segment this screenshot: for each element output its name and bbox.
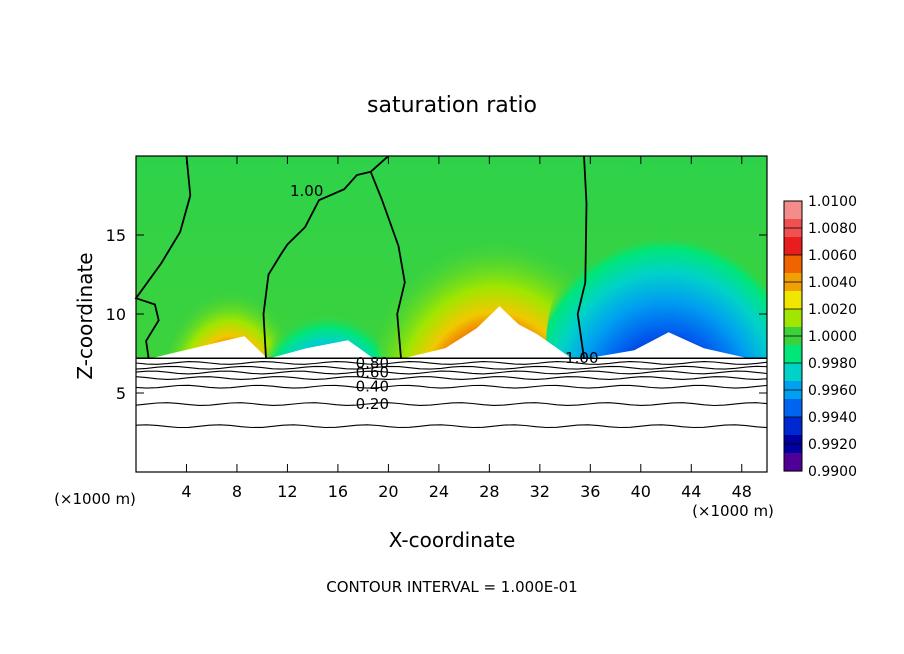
- x-tick-label: 12: [277, 482, 297, 501]
- clear-ridge-2: [269, 340, 374, 359]
- saturation-field: [136, 156, 767, 359]
- colorbar-tick-label: 1.0080: [808, 221, 857, 237]
- colorbar-swatch: [784, 309, 802, 328]
- y-tick-label: 10: [106, 305, 126, 324]
- x-axis-label: X-coordinate: [389, 528, 516, 552]
- x-tick-label: 44: [681, 482, 701, 501]
- colorbar-tick-label: 0.9940: [808, 410, 857, 426]
- contour-label-2: 1.00: [565, 349, 598, 367]
- y-tick-label: 15: [106, 226, 126, 245]
- x-unit-right: (×1000 m): [692, 502, 774, 520]
- x-tick-label: 28: [479, 482, 499, 501]
- colorbar-swatch: [784, 255, 802, 274]
- colorbar-tick-label: 1.0020: [808, 302, 857, 318]
- contour-label-1: 1.00: [290, 182, 323, 200]
- isoline-2: [135, 365, 768, 370]
- colorbar: 1.0100 1.0080 1.0060 1.0040 1.0020 1.0000 0.99…: [783, 194, 857, 480]
- contour-labels: 1.00 1.00 0.800.600.400.20: [290, 182, 599, 413]
- clear-ridge-4: [587, 332, 749, 359]
- contour-1-00-2: [262, 155, 389, 359]
- contour-label-6: 0.20: [356, 395, 389, 413]
- isoline-1: [135, 361, 768, 365]
- colorbar-tick-label: 0.9980: [808, 356, 857, 372]
- x-tick-label: 48: [732, 482, 752, 501]
- colorbar-swatch: [784, 237, 802, 256]
- contour-label-5: 0.40: [356, 378, 389, 396]
- x-tick-label: 4: [181, 482, 191, 501]
- isoline-5: [135, 384, 768, 389]
- x-tick-label: 36: [580, 482, 600, 501]
- colorbar-tick-label: 0.9920: [808, 437, 857, 453]
- clear-ridge-1: [151, 336, 268, 359]
- contour-1-00-4: [576, 155, 588, 359]
- x-tick-label: 20: [378, 482, 398, 501]
- y-tick-label: 5: [116, 384, 126, 403]
- isoline-3: [135, 370, 768, 375]
- contour-1-00-3: [369, 171, 406, 359]
- x-unit-left: (×1000 m): [54, 490, 136, 508]
- x-tick-label: 8: [232, 482, 242, 501]
- colorbar-swatch: [784, 345, 802, 364]
- colorbar-swatch: [784, 363, 802, 382]
- colorbar-tick-label: 1.0000: [808, 329, 857, 345]
- colorbar-tick-label: 1.0040: [808, 275, 857, 291]
- warm-plume-1: [168, 263, 293, 359]
- x-tick-label: 32: [530, 482, 550, 501]
- colorbar-tick-label: 1.0060: [808, 248, 857, 264]
- isoline-6: [135, 402, 768, 407]
- colorbar-tick-label: 1.0100: [808, 194, 857, 210]
- x-tick-label: 24: [429, 482, 449, 501]
- isoline-7: [135, 424, 768, 429]
- colorbar-tick-label: 0.9960: [808, 383, 857, 399]
- colorbar-tick-label: 0.9900: [808, 464, 857, 480]
- cool-plume-2: [546, 206, 767, 359]
- y-ticks: 5 10 15: [106, 226, 767, 403]
- isoline-4: [135, 376, 768, 380]
- x-tick-label: 16: [328, 482, 348, 501]
- colorbar-swatch: [784, 417, 802, 436]
- colorbar-swatch: [784, 399, 802, 418]
- colorbar-swatch: [784, 453, 802, 472]
- contour-label-4: 0.60: [356, 364, 389, 382]
- cool-plume-1: [263, 288, 392, 359]
- colorbar-swatch: [784, 291, 802, 310]
- colorbar-swatch: [784, 201, 802, 220]
- clear-ridge-3: [403, 306, 572, 359]
- y-axis-label: Z-coordinate: [73, 252, 97, 379]
- contour-interval-note: CONTOUR INTERVAL = 1.000E-01: [326, 578, 577, 596]
- x-ticks: 4 8 12 16 20 24 28 32 36 40 44 48: [181, 156, 752, 501]
- chart-title: saturation ratio: [367, 93, 537, 118]
- x-tick-label: 40: [631, 482, 651, 501]
- contour-label-3: 0.80: [356, 354, 389, 372]
- below-cloud-isolines: [135, 357, 768, 429]
